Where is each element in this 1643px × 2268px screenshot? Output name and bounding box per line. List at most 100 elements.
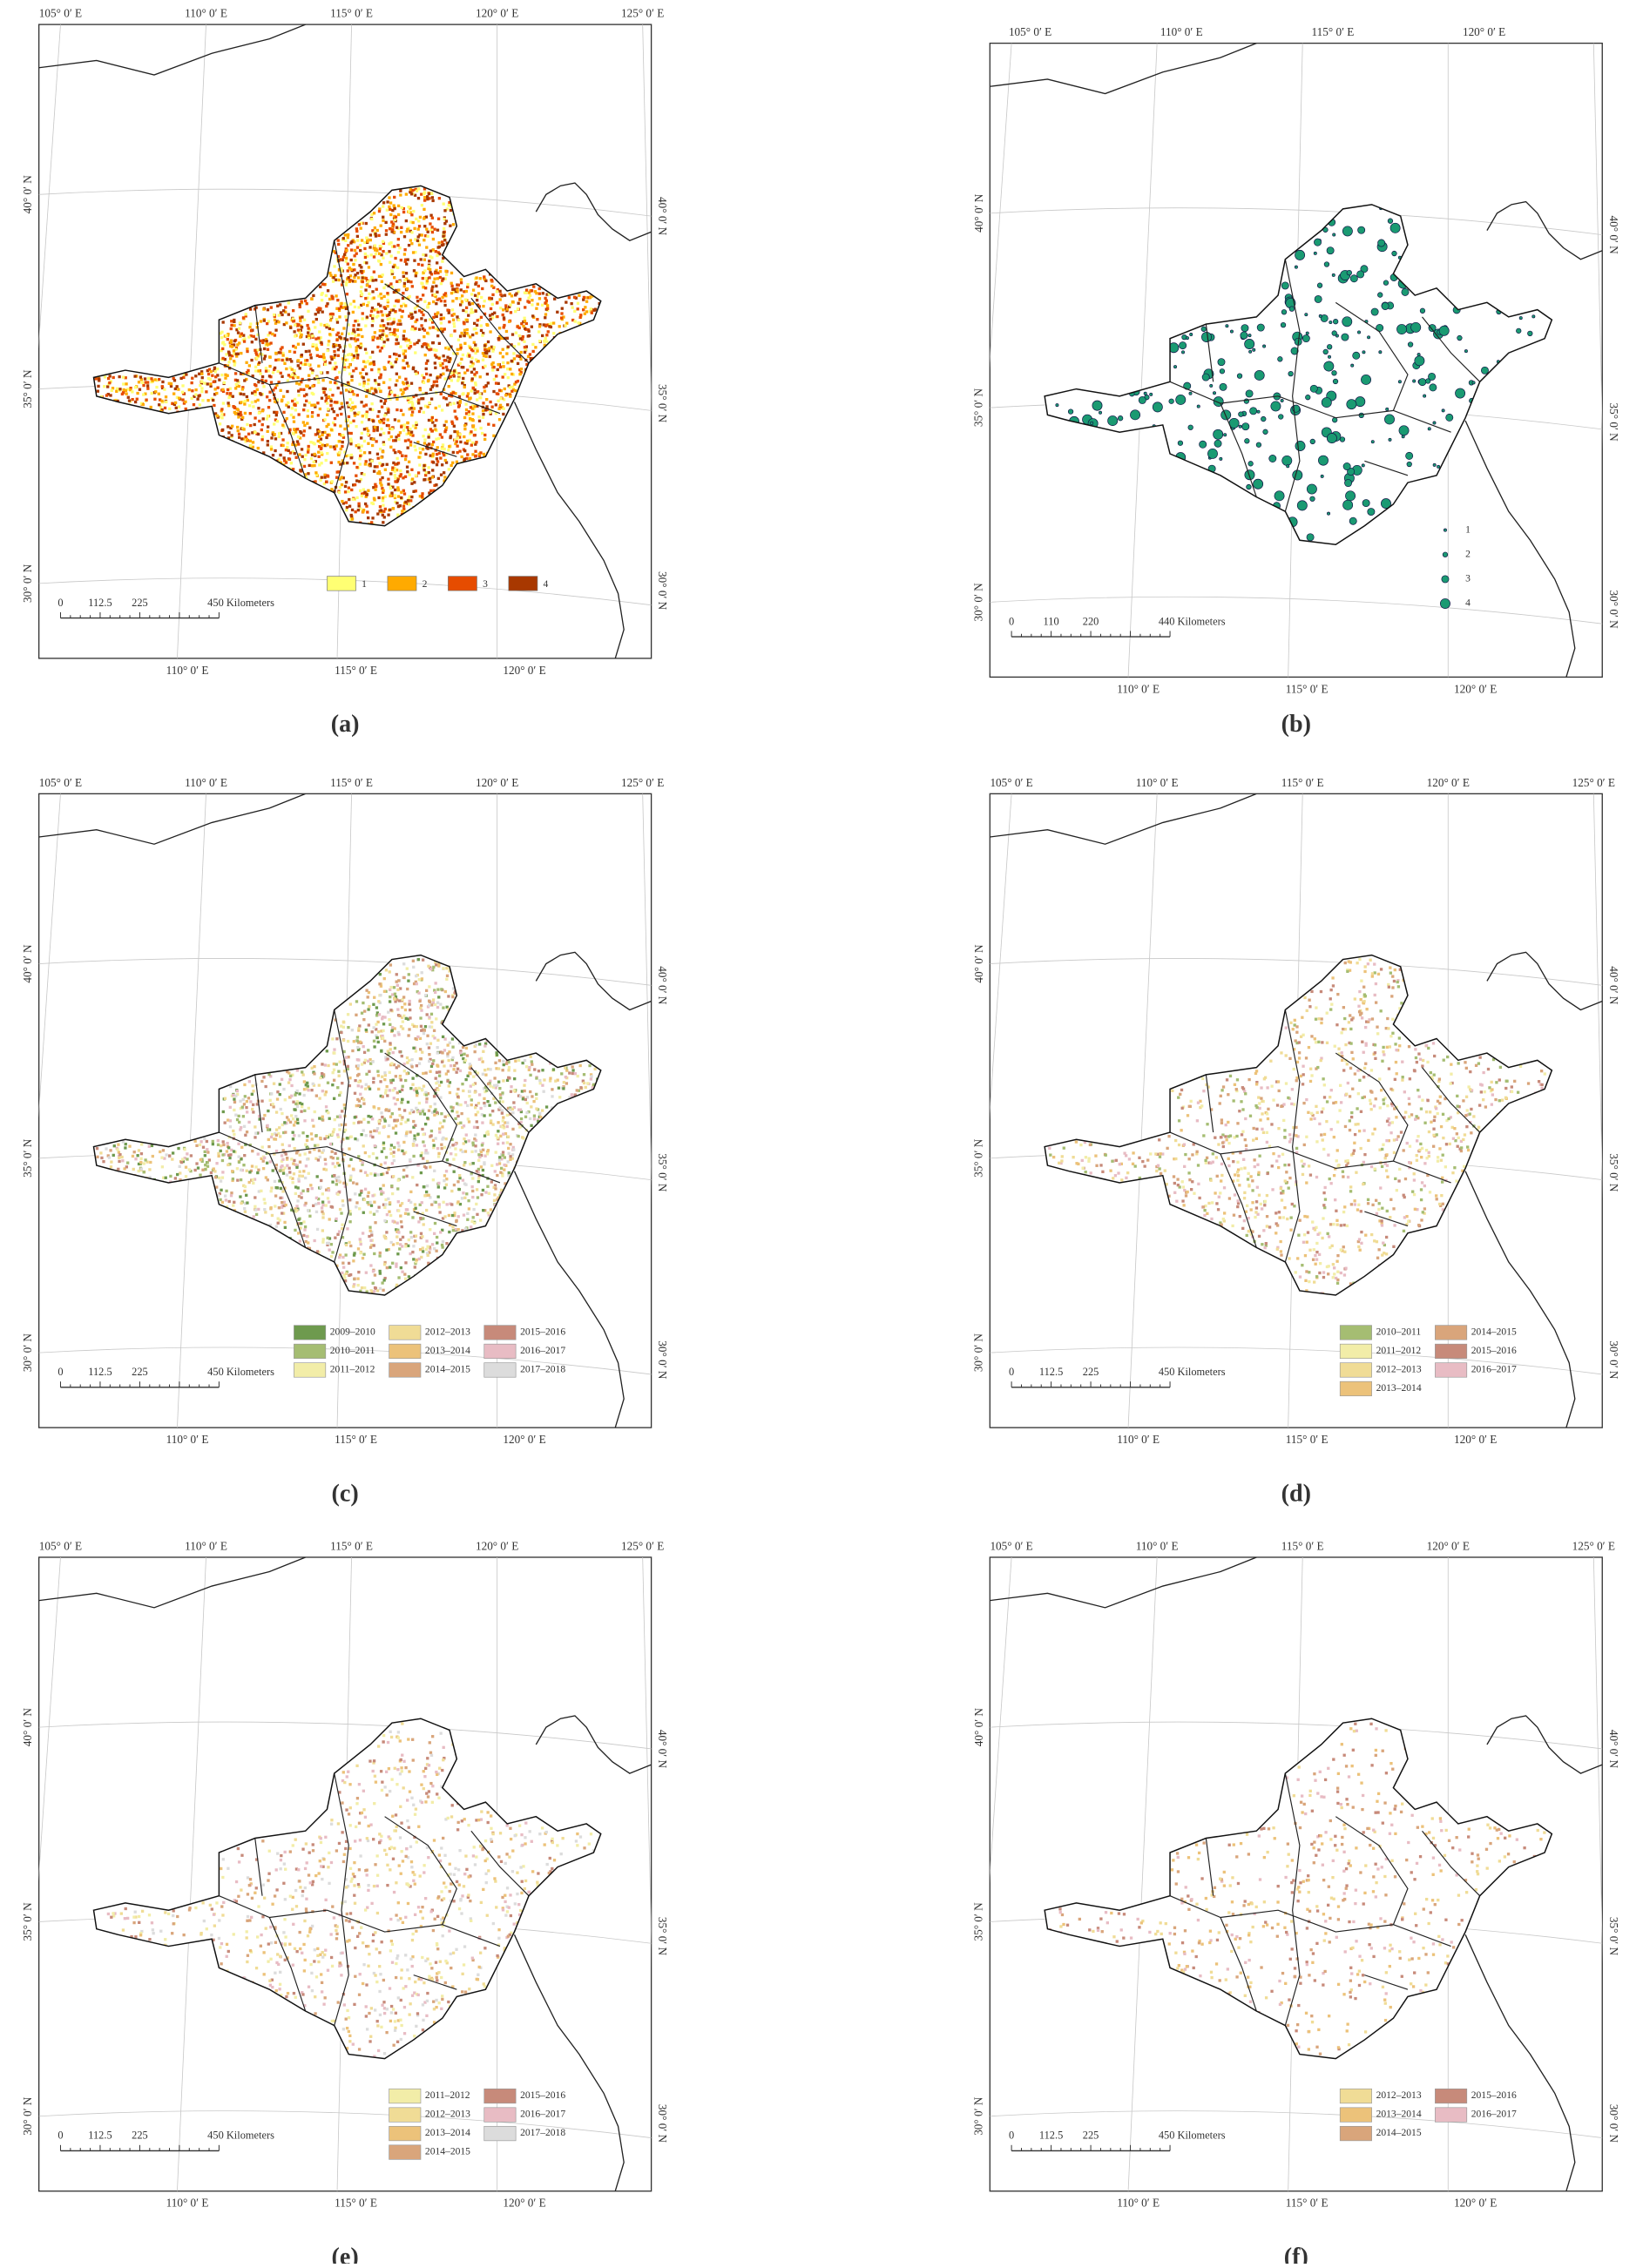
pixel <box>368 356 371 359</box>
pixel <box>243 379 246 381</box>
pixel <box>125 1143 127 1145</box>
station <box>1295 250 1304 260</box>
pixel <box>364 253 367 255</box>
pixel <box>423 1032 425 1035</box>
station <box>1091 422 1093 424</box>
pixel <box>297 359 300 361</box>
station <box>1224 434 1227 436</box>
pixel <box>379 349 382 352</box>
pixel <box>332 1071 335 1074</box>
pixel <box>276 370 279 373</box>
pixel <box>405 1175 408 1178</box>
pixel <box>415 1234 417 1237</box>
pixel <box>296 376 299 379</box>
pixel <box>314 1144 316 1147</box>
pixel <box>437 241 440 244</box>
pixel <box>348 333 350 335</box>
pixel <box>355 1183 358 1185</box>
pixel <box>174 402 177 404</box>
pixel <box>337 348 340 351</box>
pixel <box>537 303 539 306</box>
pixel <box>511 300 514 303</box>
pixel <box>348 398 351 401</box>
pixel <box>303 1110 306 1112</box>
station <box>1430 384 1437 391</box>
pixel <box>283 459 286 462</box>
pixel <box>444 1116 447 1118</box>
pixel <box>443 327 446 330</box>
pixel <box>378 1254 381 1257</box>
pixel <box>405 387 408 389</box>
pixel <box>380 456 382 458</box>
pixel <box>386 1085 389 1088</box>
pixel <box>286 446 288 449</box>
pixel <box>274 437 277 440</box>
pixel <box>392 1220 395 1223</box>
pixel <box>375 485 377 488</box>
pixel <box>363 241 366 244</box>
pixel <box>386 209 389 212</box>
station <box>1314 239 1321 246</box>
pixel <box>281 354 284 356</box>
pixel <box>493 1077 496 1079</box>
pixel <box>400 226 402 229</box>
pixel <box>470 308 473 311</box>
pixel <box>350 268 353 271</box>
pixel <box>438 1075 441 1077</box>
pixel <box>465 1133 468 1136</box>
pixel <box>449 436 451 439</box>
pixel <box>402 391 404 394</box>
pixel <box>425 1191 428 1193</box>
pixel <box>261 409 264 412</box>
pixel <box>248 404 251 407</box>
pixel <box>393 328 396 331</box>
pixel <box>476 1170 478 1172</box>
pixel <box>436 261 438 264</box>
pixel <box>473 373 476 375</box>
panel-caption: (a) <box>331 711 360 738</box>
station <box>1371 308 1378 315</box>
pixel <box>331 1180 334 1183</box>
pixel <box>538 293 541 295</box>
pixel <box>232 395 234 398</box>
pixel <box>359 449 362 452</box>
pixel <box>529 1090 531 1093</box>
pixel <box>506 368 509 370</box>
pixel <box>321 299 323 301</box>
pixel <box>428 419 430 422</box>
pixel <box>287 374 290 376</box>
pixel <box>194 388 197 391</box>
station <box>1367 336 1369 339</box>
pixel <box>393 1146 396 1149</box>
pixel <box>254 1136 256 1138</box>
pixel <box>353 354 355 357</box>
pixel <box>412 966 415 969</box>
pixel <box>416 296 418 299</box>
pixel <box>538 330 540 333</box>
pixel <box>349 408 352 411</box>
pixel <box>303 424 306 427</box>
scale-label: 0 <box>57 597 63 609</box>
pixel <box>428 471 430 474</box>
pixel <box>412 424 415 427</box>
pixel <box>426 406 429 408</box>
pixel <box>162 1149 165 1151</box>
pixel <box>380 1192 382 1195</box>
pixel <box>483 1097 485 1100</box>
pixel <box>221 341 224 344</box>
pixel <box>407 206 409 208</box>
pixel <box>215 392 218 395</box>
pixel <box>469 335 471 338</box>
pixel <box>216 387 219 389</box>
pixel <box>230 1191 233 1194</box>
pixel <box>358 480 361 483</box>
station <box>1398 381 1401 383</box>
pixel <box>386 200 389 203</box>
pixel <box>407 365 409 368</box>
pixel <box>577 321 579 324</box>
pixel <box>558 1087 560 1090</box>
pixel <box>414 351 416 354</box>
pixel <box>479 375 482 378</box>
pixel <box>290 360 293 362</box>
pixel <box>518 298 521 300</box>
